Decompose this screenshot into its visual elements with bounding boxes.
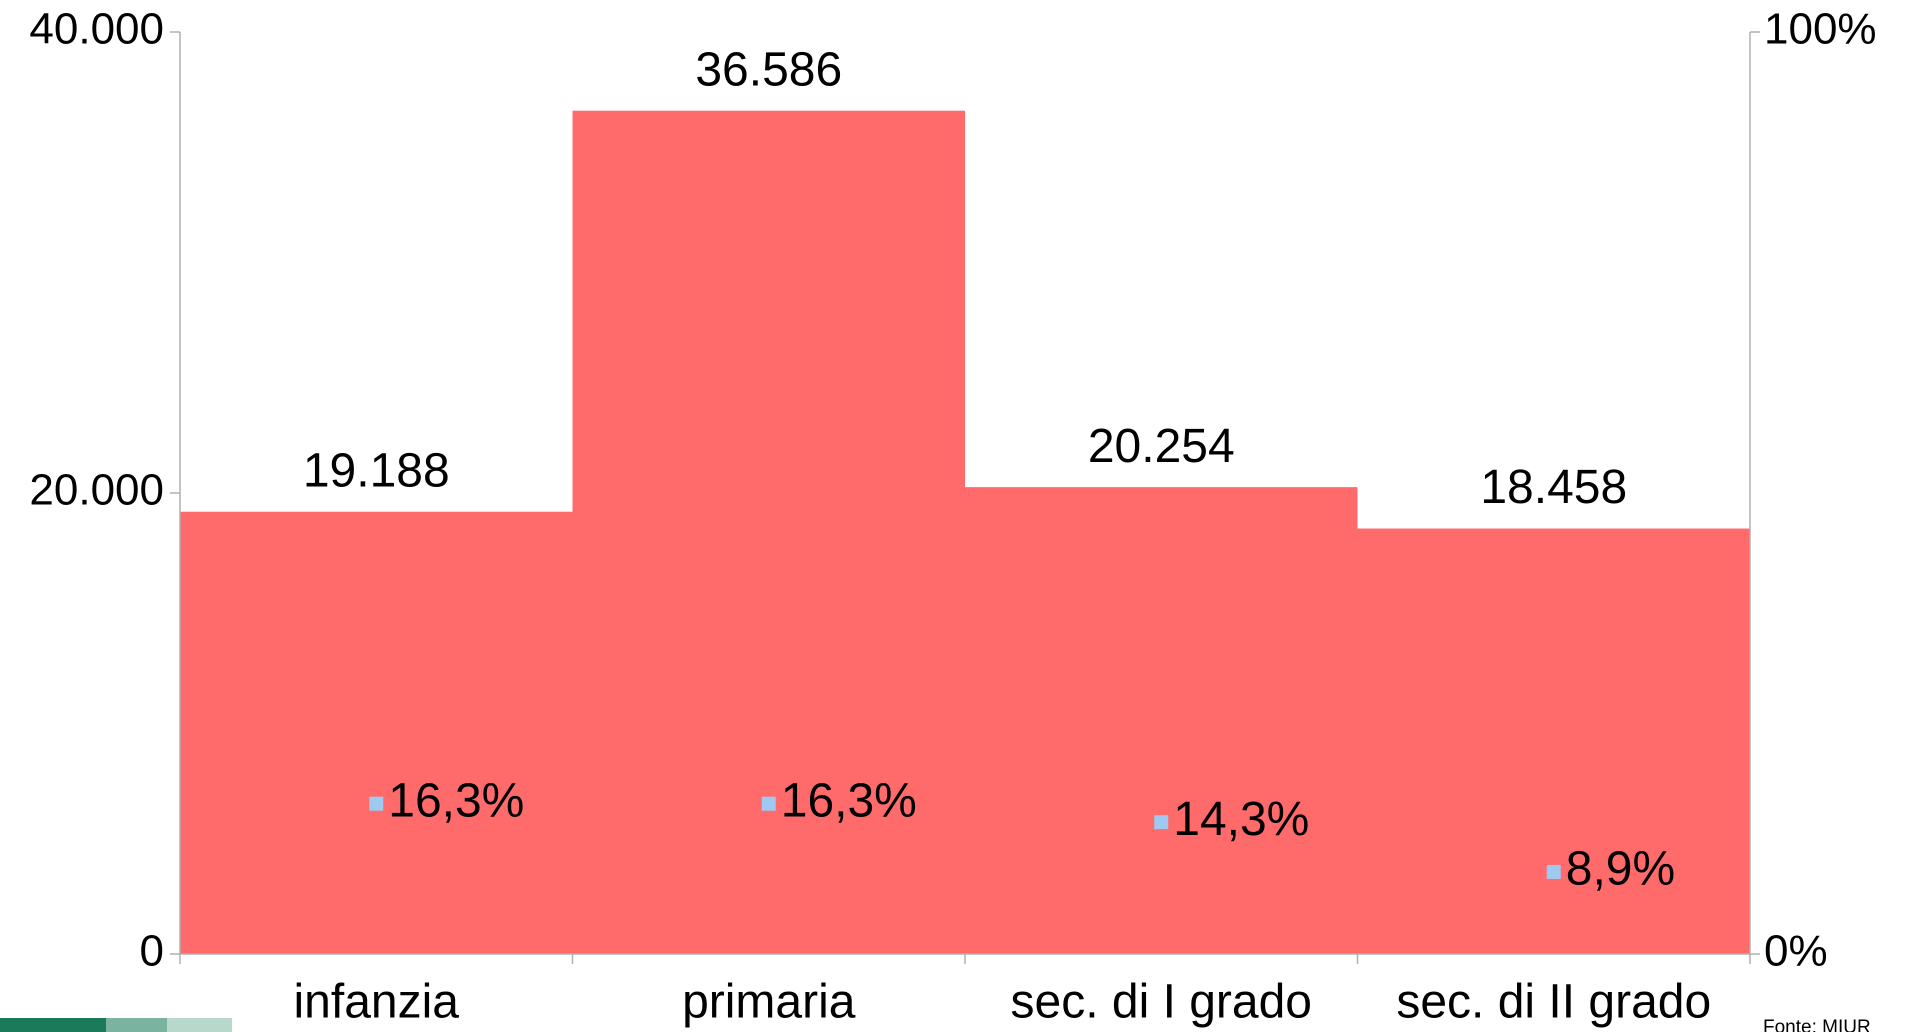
- data-label: 18.458: [1480, 461, 1627, 514]
- y2-tick-label: 0%: [1764, 927, 1828, 976]
- data-label: 14,3%: [1173, 793, 1309, 846]
- x-tick-label: sec. di II grado: [1396, 976, 1711, 1029]
- data-label: 19.188: [303, 444, 450, 497]
- point: [1546, 864, 1561, 879]
- data-label: 8,9%: [1566, 843, 1675, 896]
- bar: [965, 487, 1358, 954]
- data-label: 16,3%: [781, 774, 917, 827]
- point: [369, 796, 384, 811]
- bar: [572, 110, 965, 955]
- decoration: [0, 1018, 106, 1032]
- x-tick-label: infanzia: [294, 976, 460, 1029]
- decoration: [167, 1018, 232, 1032]
- point: [761, 796, 776, 811]
- data-label: 20.254: [1088, 420, 1235, 473]
- bar: [1357, 528, 1750, 954]
- y-tick-label: 40.000: [29, 5, 164, 54]
- y2-tick-label: 100%: [1764, 5, 1877, 54]
- data-label: 36.586: [695, 43, 842, 96]
- decoration: [106, 1018, 167, 1032]
- x-tick-label: sec. di I grado: [1011, 976, 1313, 1029]
- y-tick-label: 0: [140, 927, 164, 976]
- point: [1154, 815, 1169, 830]
- x-tick-label: primaria: [682, 976, 856, 1029]
- y-tick-label: 20.000: [29, 466, 164, 515]
- bar: [180, 511, 573, 954]
- data-label: 16,3%: [388, 774, 524, 827]
- source: Fonte: MIUR: [1763, 1017, 1871, 1032]
